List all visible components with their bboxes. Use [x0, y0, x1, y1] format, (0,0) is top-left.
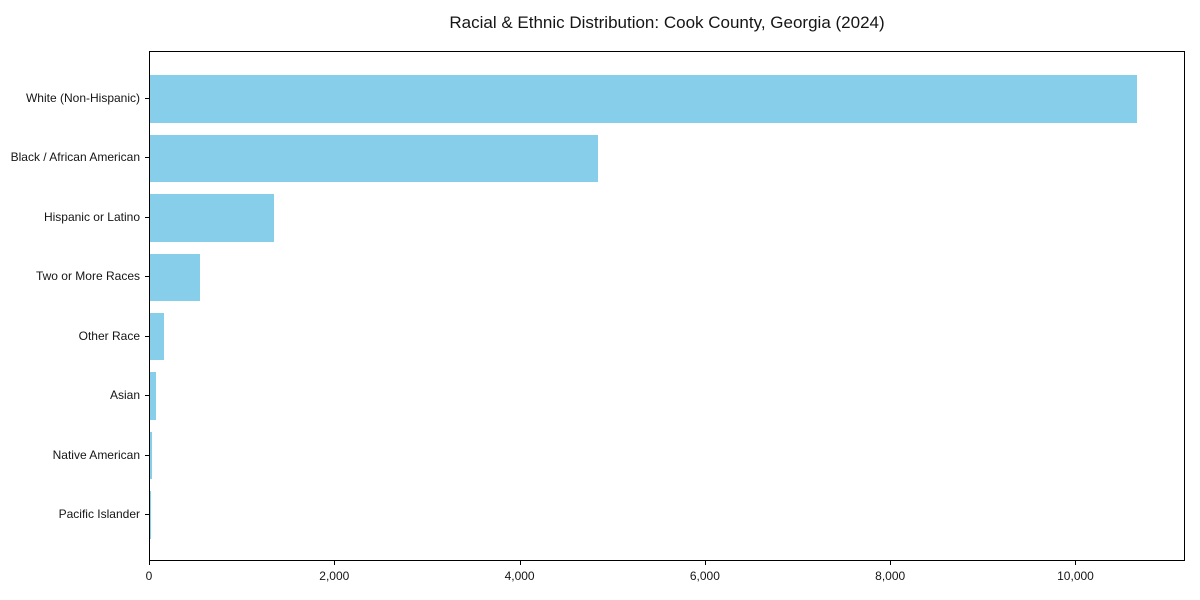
y-tick-label: Native American [52, 447, 140, 462]
y-tick-label: Asian [109, 388, 140, 403]
x-tick-label: 10,000 [1057, 569, 1094, 583]
bar-white-non-hispanic [150, 75, 1137, 123]
y-tick-label: Two or More Races [35, 269, 140, 284]
y-tick-label: White (Non-Hispanic) [25, 90, 140, 105]
y-tick-mark [145, 216, 149, 218]
y-tick-mark [145, 454, 149, 456]
x-tick-mark [704, 561, 706, 565]
bar-native-american [150, 431, 152, 480]
x-tick-mark [1075, 561, 1077, 565]
y-tick-mark [145, 514, 149, 516]
x-tick-label: 0 [145, 569, 153, 583]
x-tick-mark [334, 561, 336, 565]
y-tick-label: Pacific Islander [58, 507, 140, 522]
x-tick-label: 2,000 [319, 569, 350, 583]
y-tick-mark [145, 335, 149, 337]
y-tick-label: Hispanic or Latino [43, 209, 140, 224]
y-tick-mark [145, 97, 149, 99]
bar-hispanic-or-latino [150, 194, 275, 242]
y-tick-label: Other Race [78, 328, 140, 343]
y-tick-mark [145, 157, 149, 159]
y-tick-label: Black / African American [10, 150, 140, 165]
x-tick-mark [519, 561, 521, 565]
chart-title: Racial & Ethnic Distribution: Cook Count… [449, 13, 885, 32]
bar-two-or-more-races [150, 253, 201, 302]
plot-area [149, 51, 1185, 561]
x-tick-mark [890, 561, 892, 565]
x-tick-label: 6,000 [689, 569, 720, 583]
bar-other-race [150, 312, 164, 361]
bar-asian [150, 372, 156, 420]
y-tick-mark [145, 276, 149, 278]
bar-black-african-american [150, 134, 598, 183]
x-tick-label: 8,000 [875, 569, 906, 583]
x-tick-label: 4,000 [504, 569, 535, 583]
y-tick-mark [145, 395, 149, 397]
x-tick-mark [149, 561, 150, 565]
